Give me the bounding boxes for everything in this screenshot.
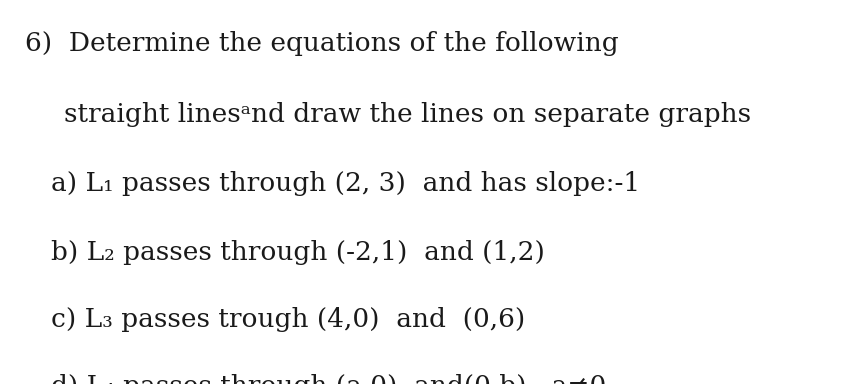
- Text: a) L₁ passes through (2, 3)  and has slope:-1: a) L₁ passes through (2, 3) and has slop…: [51, 171, 640, 196]
- Text: 6)  Determine the equations of the following: 6) Determine the equations of the follow…: [25, 31, 619, 56]
- Text: d) L₄ passes through (a,0)  and(0,b),  a≠0: d) L₄ passes through (a,0) and(0,b), a≠0: [51, 374, 606, 384]
- Text: straight linesᵃnd draw the lines on separate graphs: straight linesᵃnd draw the lines on sepa…: [64, 102, 750, 127]
- Text: c) L₃ passes trough (4,0)  and  (0,6): c) L₃ passes trough (4,0) and (0,6): [51, 307, 525, 332]
- Text: b) L₂ passes through (-2,1)  and (1,2): b) L₂ passes through (-2,1) and (1,2): [51, 240, 545, 265]
